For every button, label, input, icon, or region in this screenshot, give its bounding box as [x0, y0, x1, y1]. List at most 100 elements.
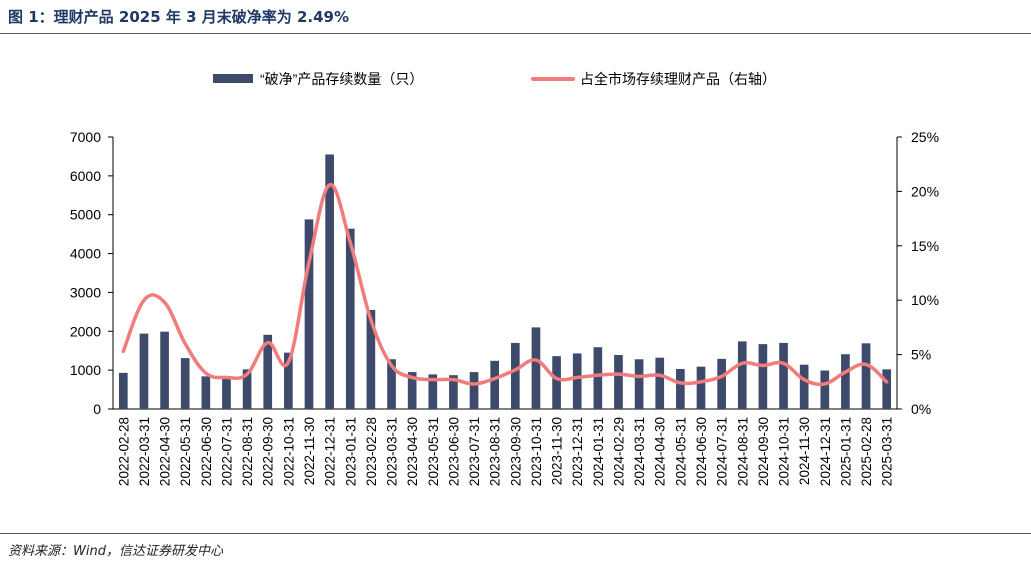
x-tick-label: 2024-08-31: [735, 417, 750, 486]
bar: [861, 343, 871, 409]
x-tick-label: 2024-09-30: [756, 417, 771, 486]
x-tick-label: 2024-06-30: [694, 417, 709, 486]
bar: [325, 154, 334, 409]
left-tick-label: 4000: [70, 246, 101, 262]
right-axis-ticks: 0% 5% 10% 15% 20% 25%: [897, 129, 939, 417]
bar-series: [118, 154, 892, 409]
bar: [284, 352, 293, 409]
legend-line-label: 占全市场存续理财产品（右轴）: [580, 71, 776, 87]
x-tick-label: 2025-02-28: [859, 417, 874, 486]
bar: [676, 368, 685, 409]
x-tick-label: 2024-07-31: [715, 417, 730, 486]
bar: [304, 219, 314, 409]
bar: [572, 353, 582, 409]
x-tick-label: 2023-09-30: [508, 417, 523, 486]
bar: [160, 331, 169, 409]
x-tick-label: 2024-12-31: [818, 417, 833, 486]
bar: [201, 376, 211, 409]
x-tick-label: 2022-05-31: [178, 417, 193, 486]
x-tick-label: 2023-02-28: [364, 417, 379, 486]
x-tick-label: 2023-07-31: [467, 417, 482, 486]
bar: [779, 342, 788, 409]
x-tick-label: 2024-11-30: [797, 417, 812, 485]
x-tick-label: 2022-02-28: [116, 417, 131, 486]
x-tick-label: 2022-06-30: [199, 417, 214, 486]
bar: [799, 364, 809, 409]
left-tick-label: 6000: [70, 168, 101, 184]
bar: [634, 359, 644, 409]
x-tick-label: 2024-05-31: [673, 417, 688, 486]
right-tick-label: 15%: [911, 238, 939, 254]
bar: [118, 372, 128, 409]
bar: [387, 359, 396, 409]
bar: [469, 372, 479, 409]
bar: [841, 354, 850, 409]
line-series: [121, 183, 889, 387]
left-tick-label: 1000: [70, 362, 101, 378]
x-tick-label: 2023-03-31: [385, 417, 400, 486]
right-tick-label: 25%: [911, 129, 939, 145]
x-tick-label: 2023-06-30: [446, 417, 461, 486]
bar: [717, 358, 726, 409]
x-tick-label: 2022-11-30: [302, 417, 317, 485]
bar: [263, 334, 273, 409]
ratio-line: [121, 183, 889, 387]
x-tick-label: 2022-03-31: [137, 417, 152, 486]
x-tick-label: 2022-10-31: [281, 417, 296, 486]
bar: [180, 358, 190, 409]
x-tick-label: 2024-01-31: [591, 417, 606, 486]
x-tick-label: 2024-04-30: [653, 417, 668, 486]
bar: [428, 374, 438, 409]
bar: [655, 357, 665, 409]
bar: [242, 369, 252, 409]
title-divider: [0, 33, 1031, 34]
bar: [407, 372, 417, 409]
x-tick-label: 2025-03-31: [880, 417, 895, 486]
x-tick-label: 2023-05-31: [426, 417, 441, 486]
bar: [510, 342, 520, 409]
bar: [758, 344, 768, 409]
x-tick-label: 2023-01-31: [343, 417, 358, 486]
bar: [696, 366, 706, 409]
legend-bar-label: “破净”产品存续数量（只）: [260, 71, 423, 87]
right-tick-label: 20%: [911, 183, 939, 199]
x-tick-label: 2023-08-31: [488, 417, 503, 486]
x-tick-label: 2022-04-30: [158, 417, 173, 486]
left-tick-label: 2000: [70, 323, 101, 339]
x-tick-label: 2025-01-31: [838, 417, 853, 486]
bar: [593, 347, 603, 409]
x-tick-label: 2024-02-29: [611, 417, 626, 486]
bar: [531, 327, 541, 409]
x-tick-label: 2023-12-31: [570, 417, 585, 486]
x-tick-label: 2022-08-31: [240, 417, 255, 486]
bar: [820, 370, 830, 409]
x-tick-label: 2023-10-31: [529, 417, 544, 486]
bar: [882, 369, 892, 409]
x-tick-labels: 2022-02-28 2022-03-31 2022-04-30 2022-05-31…: [116, 417, 894, 486]
figure-title: 图 1：理财产品 2025 年 3 月末破净率为 2.49%: [8, 8, 349, 26]
x-tick-label: 2022-12-31: [323, 417, 338, 486]
bar: [139, 333, 149, 409]
source-divider: [0, 533, 1031, 534]
left-tick-label: 0: [93, 401, 101, 417]
x-tick-label: 2022-07-31: [219, 417, 234, 486]
x-tick-label: 2022-09-30: [261, 417, 276, 486]
source-note: 资料来源：Wind，信达证券研发中心: [8, 544, 223, 559]
left-axis-ticks: 0 1000 2000 3000 4000 5000 6000 7000: [70, 129, 113, 417]
bar: [552, 356, 561, 409]
left-tick-label: 7000: [70, 129, 101, 145]
bar: [345, 228, 355, 409]
bar: [449, 375, 458, 409]
left-tick-label: 5000: [70, 207, 101, 223]
bar: [366, 309, 376, 409]
bar: [737, 341, 747, 409]
x-tick-label: 2023-04-30: [405, 417, 420, 486]
right-tick-label: 5%: [911, 347, 931, 363]
x-tick-label: 2023-11-30: [550, 417, 565, 485]
legend-bar-swatch: [213, 74, 253, 83]
right-tick-label: 10%: [911, 292, 939, 308]
bar: [222, 377, 231, 409]
legend: “破净”产品存续数量（只） 占全市场存续理财产品（右轴）: [213, 71, 776, 87]
bar: [614, 354, 623, 409]
